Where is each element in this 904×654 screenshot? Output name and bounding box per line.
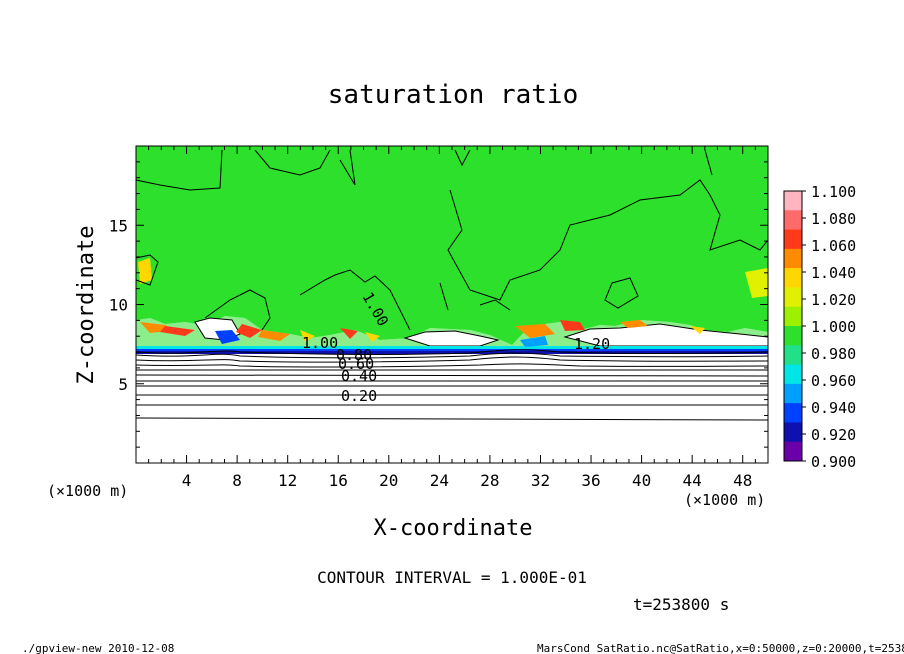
colorbar-swatch <box>784 441 802 462</box>
colorbar-swatch <box>784 345 802 366</box>
y-axis-label: Z-coordinate <box>74 226 99 385</box>
colorbar: 1.100 1.080 1.060 1.040 1.020 1.000 0.980 0.960… <box>783 183 856 471</box>
colorbar-tick-label: 1.080 <box>811 210 856 228</box>
x-tick-label: 32 <box>531 471 550 490</box>
colorbar-swatch <box>784 364 802 385</box>
colorbar-swatch <box>784 403 802 423</box>
y-tick-label: 5 <box>118 375 128 394</box>
colorbar-tick-label: 0.980 <box>811 345 856 363</box>
x-tick-label: 4 <box>182 471 192 490</box>
x-axis: 4 8 12 16 20 24 28 32 36 40 44 48 <box>135 146 769 490</box>
x-tick-label: 44 <box>683 471 702 490</box>
colorbar-tick-label: 0.920 <box>811 426 856 444</box>
colorbar-swatch <box>784 229 802 250</box>
x-tick-label: 40 <box>632 471 651 490</box>
y-axis: 5 10 15 <box>109 145 768 464</box>
x-tick-label: 12 <box>278 471 297 490</box>
x-tick-label: 16 <box>329 471 348 490</box>
x-tick-label: 36 <box>581 471 600 490</box>
colorbar-swatch <box>784 383 802 404</box>
colorbar-swatch <box>784 422 802 443</box>
x-tick-label: 28 <box>480 471 499 490</box>
x-tick-label: 48 <box>733 471 752 490</box>
y-tick-label: 10 <box>109 296 128 315</box>
supersaturation-speckles <box>138 258 768 342</box>
x-axis-label: X-coordinate <box>374 516 533 541</box>
contour-label: 1.20 <box>574 335 610 353</box>
colorbar-swatch <box>784 326 802 346</box>
z-unit-label: (×1000 m) <box>47 482 128 500</box>
colorbar-swatch <box>784 248 802 269</box>
colorbar-swatch <box>784 191 802 211</box>
time-text: t=253800 s <box>633 595 729 614</box>
colorbar-tick-label: 1.060 <box>811 237 856 255</box>
colorbar-tick-label: 1.040 <box>811 264 856 282</box>
colorbar-tick-label: 1.020 <box>811 291 856 309</box>
colorbar-tick-label: 0.900 <box>811 453 856 471</box>
y-tick-label: 15 <box>109 216 128 235</box>
contour-label: 0.20 <box>341 387 377 405</box>
x-unit-label: (×1000 m) <box>684 491 765 509</box>
footer-right: MarsCond_SatRatio.nc@SatRatio,x=0:50000,… <box>537 642 904 654</box>
contour-label: 0.80 <box>336 346 372 364</box>
contour-label: 1.00 <box>302 334 338 352</box>
saturation-region-1.00 <box>136 146 768 345</box>
contour-label: 0.40 <box>341 367 377 385</box>
contour-lines <box>135 149 769 421</box>
colorbar-swatch <box>784 210 802 231</box>
x-tick-label: 8 <box>232 471 242 490</box>
colorbar-tick-label: 1.100 <box>811 183 856 201</box>
colorbar-swatch <box>784 287 802 308</box>
footer-left: ./gpview-new 2010-12-08 <box>22 642 174 654</box>
colorbar-tick-label: 0.940 <box>811 399 856 417</box>
contour-label: 0.60 <box>338 355 374 373</box>
plot-area <box>135 145 769 464</box>
colorbar-swatch <box>784 306 802 327</box>
contour-interval-text: CONTOUR INTERVAL = 1.000E-01 <box>317 568 587 587</box>
colorbar-tick-label: 1.000 <box>811 318 856 336</box>
x-tick-label: 24 <box>430 471 449 490</box>
chart-title: saturation ratio <box>328 80 578 110</box>
colorbar-swatch <box>784 268 802 288</box>
x-tick-label: 20 <box>379 471 398 490</box>
colorbar-tick-label: 0.960 <box>811 372 856 390</box>
